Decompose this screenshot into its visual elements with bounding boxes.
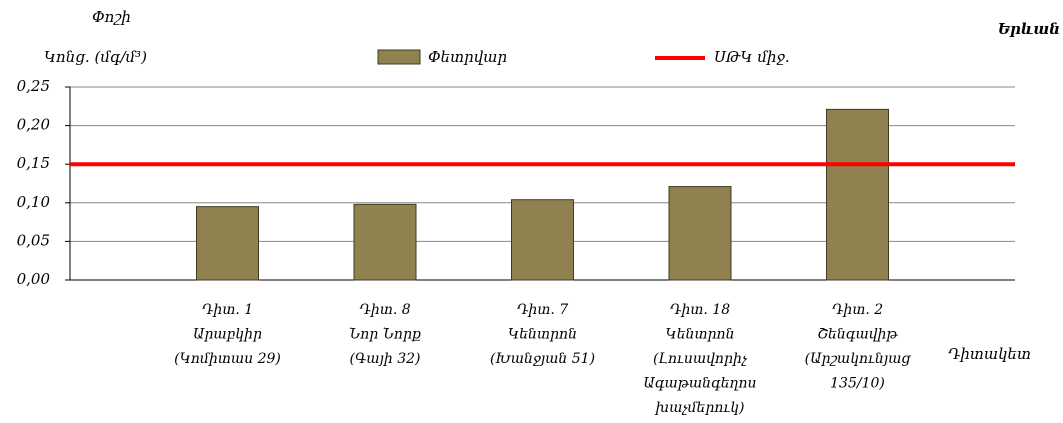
x-tick-label: Կենտրոն <box>666 327 735 343</box>
x-tick-label: Դիտ. 18 <box>670 302 730 318</box>
y-tick-label: 0,05 <box>17 231 50 249</box>
x-tick-label: (Գայի 32) <box>350 351 421 367</box>
x-tick-label: 135/10) <box>830 376 885 392</box>
y-tick-label: 0,25 <box>17 77 50 95</box>
bar <box>196 206 259 281</box>
y-tick-label: 0,20 <box>17 116 51 134</box>
x-tick-label: (Կոմիտաս 29) <box>174 351 281 367</box>
bar <box>826 108 889 281</box>
x-tick-label: Նոր Նորք <box>349 327 421 343</box>
legend-label: Փետրվար <box>428 48 507 66</box>
x-tick-label: Արաբկիր <box>193 327 262 343</box>
x-tick-label: (Արշակունյաց <box>805 351 912 367</box>
x-tick-label: Դիտ. 2 <box>832 302 883 318</box>
y-tick-label: 0,10 <box>17 193 51 211</box>
x-tick-label: Շենգավիթ <box>817 327 898 343</box>
y-tick-label: 0,15 <box>17 154 50 172</box>
bar <box>668 186 732 281</box>
x-tick-label: Դիտ. 1 <box>202 302 253 318</box>
x-tick-label: Դիտ. 8 <box>359 302 410 318</box>
x-tick-label: Դիտ. 7 <box>517 302 568 318</box>
y-tick-label: 0,00 <box>17 270 51 288</box>
x-tick-label: Ագաթանգեղոս <box>643 376 756 392</box>
y-axis-label: Փոշի <box>92 8 131 26</box>
x-tick-label: խաչմերուկ) <box>655 400 745 416</box>
x-tick-label: (Խանջյան 51) <box>490 351 595 367</box>
bar <box>511 199 574 281</box>
x-tick-label: (Լուսավորիչ <box>653 351 748 367</box>
y-axis-label: Կոնց. (մգ/մ³) <box>44 48 147 66</box>
chart-title: Երևան <box>998 20 1060 38</box>
x-tick-label: Կենտրոն <box>508 327 577 343</box>
x-axis-label: Դիտակետ <box>948 345 1031 363</box>
legend-swatch <box>377 49 421 65</box>
bar <box>353 203 417 281</box>
legend-label: ՍԹԿ միջ. <box>714 48 790 66</box>
